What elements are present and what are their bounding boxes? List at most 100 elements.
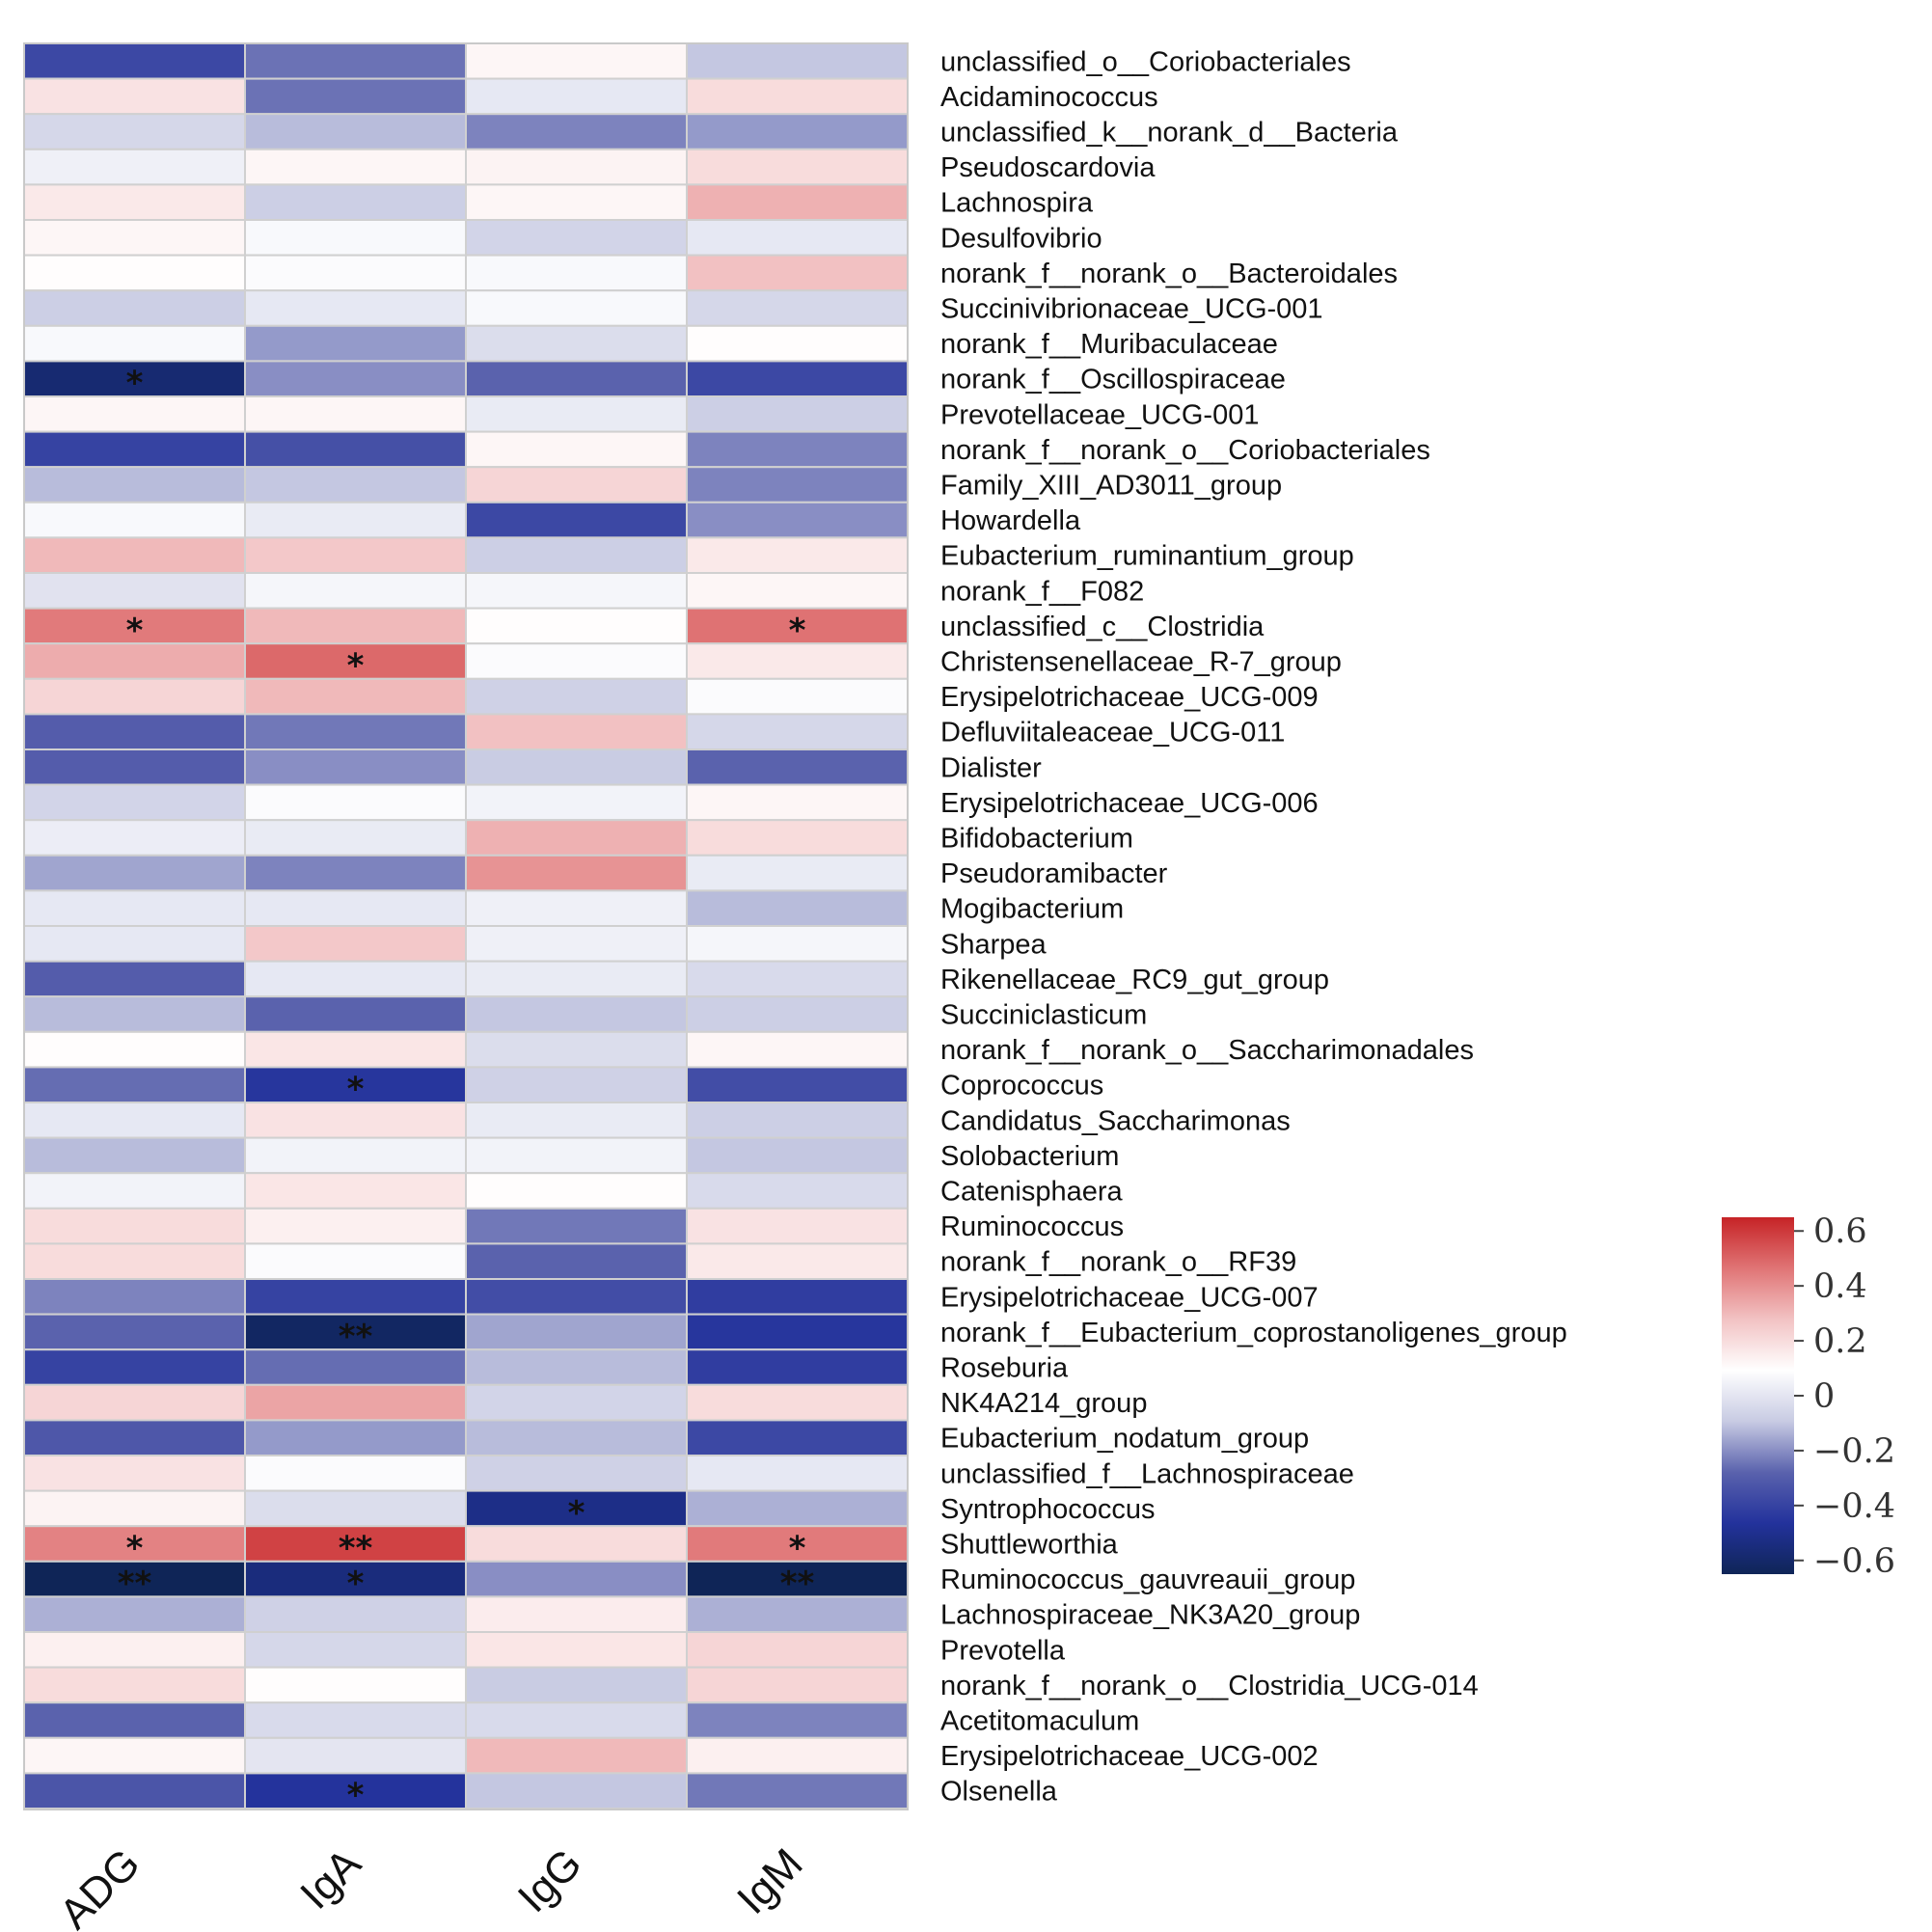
heatmap-cell — [244, 1419, 467, 1457]
heatmap-cell — [23, 925, 246, 963]
heatmap-cell — [244, 1560, 467, 1598]
heatmap-cell — [244, 1455, 467, 1492]
heatmap-cell — [686, 219, 909, 257]
heatmap-cell — [465, 819, 688, 857]
heatmap-cell — [244, 1102, 467, 1139]
row-label: unclassified_c__Clostridia — [940, 612, 1265, 642]
heatmap-cell — [244, 42, 467, 80]
significance-mark: * — [347, 1777, 365, 1815]
heatmap-cell — [686, 1066, 909, 1104]
heatmap-cell — [23, 677, 246, 716]
heatmap-cell — [23, 1419, 246, 1457]
heatmap-cell — [465, 324, 688, 363]
colorbar-gradient — [1722, 1217, 1794, 1574]
significance-mark: * — [347, 1565, 365, 1603]
heatmap-cell — [686, 1772, 909, 1810]
heatmap-cell — [23, 748, 246, 786]
heatmap-cell — [686, 960, 909, 998]
colorbar-legend: 0.6 0.4 0.2 0 −0.2 −0.4 −0.6 — [1722, 1212, 1895, 1581]
heatmap-cell — [244, 360, 467, 397]
heatmap-cell — [244, 1701, 467, 1739]
row-label: Syntrophococcus — [940, 1494, 1155, 1525]
heatmap-cell — [465, 1242, 688, 1281]
heatmap-cell — [686, 1102, 909, 1139]
row-label: Desulfovibrio — [940, 223, 1102, 254]
heatmap-cell — [244, 1030, 467, 1069]
colorbar-tick-label: 0.2 — [1813, 1322, 1867, 1361]
row-label: Mogibacterium — [940, 894, 1124, 925]
heatmap-cell — [465, 1278, 688, 1316]
heatmap-cell — [465, 219, 688, 257]
heatmap-cell — [465, 1595, 688, 1634]
heatmap-cell — [465, 642, 688, 680]
row-label: Rikenellaceae_RC9_gut_group — [940, 965, 1329, 995]
heatmap-cell — [244, 1383, 467, 1422]
row-label: norank_f__Oscillospiraceae — [940, 365, 1286, 395]
heatmap-cell — [686, 1207, 909, 1245]
row-labels: unclassified_o__Coriobacteriales Acidamin… — [940, 46, 1567, 1807]
heatmap-cell — [23, 572, 246, 610]
row-label: unclassified_k__norank_d__Bacteria — [940, 118, 1399, 149]
heatmap-cell — [244, 889, 467, 928]
heatmap-cell — [23, 289, 246, 327]
heatmap-cell — [23, 254, 246, 292]
heatmap-cell — [23, 219, 246, 257]
heatmap-cell — [686, 1419, 909, 1457]
heatmap-cell — [686, 819, 909, 857]
heatmap-cell — [244, 254, 467, 292]
row-label: Catenisphaera — [940, 1177, 1123, 1208]
heatmap-cell — [244, 1489, 467, 1528]
significance-mark: ** — [339, 1530, 373, 1568]
significance-mark: * — [347, 647, 365, 686]
heatmap-cell — [23, 1172, 246, 1210]
heatmap-cell — [686, 1560, 909, 1598]
heatmap-cell — [244, 1666, 467, 1704]
row-label: Bifidobacterium — [940, 824, 1133, 855]
heatmap-cell — [244, 148, 467, 186]
heatmap-cell — [465, 1560, 688, 1598]
row-label: norank_f__norank_o__RF39 — [940, 1247, 1296, 1278]
heatmap-cell — [23, 1666, 246, 1704]
heatmap-cell — [23, 148, 246, 186]
heatmap-cell — [23, 430, 246, 469]
heatmap-cell — [465, 1102, 688, 1139]
heatmap-cell — [686, 324, 909, 363]
row-label: norank_f__norank_o__Clostridia_UCG-014 — [940, 1671, 1479, 1701]
heatmap-cell — [465, 1455, 688, 1492]
heatmap-cell — [686, 536, 909, 575]
heatmap-cell — [686, 1489, 909, 1528]
heatmap-cell — [244, 113, 467, 150]
heatmap-cell — [686, 430, 909, 469]
heatmap-cell — [465, 925, 688, 963]
significance-mark: ** — [339, 1318, 373, 1356]
heatmap-cell — [244, 1136, 467, 1175]
row-label: Candidatus_Saccharimonas — [940, 1105, 1291, 1136]
heatmap-cell — [465, 1736, 688, 1775]
heatmap-cell — [686, 1631, 909, 1669]
row-label: norank_f__Eubacterium_coprostanoligenes_… — [940, 1318, 1567, 1348]
heatmap-cell — [686, 148, 909, 186]
heatmap-cell — [686, 1313, 909, 1351]
heatmap-cell — [23, 1136, 246, 1175]
heatmap-cell — [23, 713, 246, 751]
row-label: norank_f__norank_o__Coriobacteriales — [940, 435, 1430, 466]
heatmap-cell — [23, 819, 246, 857]
row-label: Eubacterium_nodatum_group — [940, 1424, 1309, 1455]
heatmap-cell — [23, 113, 246, 150]
heatmap-cell — [465, 430, 688, 469]
heatmap-cell — [244, 77, 467, 116]
heatmap-cell — [465, 77, 688, 116]
heatmap-cell — [23, 1102, 246, 1139]
heatmap-cell — [244, 960, 467, 998]
heatmap-cell — [465, 1701, 688, 1739]
heatmap-cell — [23, 1489, 246, 1528]
heatmap-cell — [465, 1631, 688, 1669]
colorbar-tick-label: 0.4 — [1813, 1267, 1867, 1306]
row-label: Pseudoramibacter — [940, 858, 1168, 889]
heatmap-cell — [244, 219, 467, 257]
heatmap-cell — [244, 1595, 467, 1634]
row-label: Prevotella — [940, 1635, 1066, 1666]
heatmap-cell — [23, 889, 246, 928]
row-label: Erysipelotrichaceae_UCG-002 — [940, 1741, 1319, 1772]
heatmap-cell — [465, 289, 688, 327]
